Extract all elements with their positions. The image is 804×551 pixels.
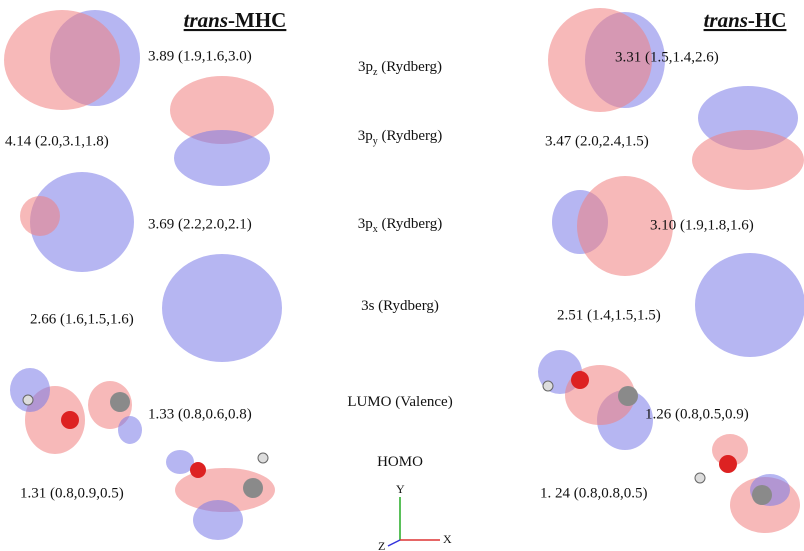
row-label: HOMO [377, 454, 423, 470]
title-left: trans-MHC [184, 8, 287, 32]
row-label: 3pz (Rydberg) [358, 59, 442, 78]
label-main: HOMO [377, 454, 423, 470]
title-right: trans-HC [704, 8, 787, 32]
left-value: 2.66 (1.6,1.5,1.6) [30, 311, 134, 327]
right-value: 3.47 (2.0,2.4,1.5) [545, 133, 649, 149]
label-main: 3p [358, 216, 373, 232]
row-label: LUMO (Valence) [347, 394, 452, 410]
left-value: 3.89 (1.9,1.6,3.0) [148, 48, 252, 64]
right-value: 1. 24 (0.8,0.8,0.5) [540, 485, 648, 501]
left-value: 1.31 (0.8,0.9,0.5) [20, 485, 124, 501]
axis-label: Z [378, 539, 385, 551]
label-main: 3s (Rydberg) [361, 298, 439, 314]
axis-label: Y [396, 482, 405, 496]
left-value: 3.69 (2.2,2.0,2.1) [148, 216, 252, 232]
label-rest: (Rydberg) [377, 59, 442, 75]
right-value: 3.10 (1.9,1.8,1.6) [650, 217, 754, 233]
right-value: 1.26 (0.8,0.5,0.9) [645, 406, 749, 422]
axis-label: X [443, 532, 452, 546]
left-value: 1.33 (0.8,0.6,0.8) [148, 406, 252, 422]
figure: Y X Z trans-MHC trans-HC 3pz (Rydberg) 3.… [0, 0, 804, 551]
right-value: 2.51 (1.4,1.5,1.5) [557, 307, 661, 323]
axes-triad: Y X Z [378, 482, 452, 551]
label-rest: (Rydberg) [378, 216, 443, 232]
label-rest: (Rydberg) [378, 128, 443, 144]
right-value: 3.31 (1.5,1.4,2.6) [615, 49, 719, 65]
left-value: 4.14 (2.0,3.1,1.8) [5, 133, 109, 149]
row-label: 3s (Rydberg) [361, 298, 439, 314]
label-main: 3p [358, 59, 373, 75]
row-label: 3px (Rydberg) [358, 216, 443, 235]
label-main: LUMO (Valence) [347, 394, 452, 410]
label-main: 3p [358, 128, 373, 144]
row-label: 3py (Rydberg) [358, 128, 443, 147]
